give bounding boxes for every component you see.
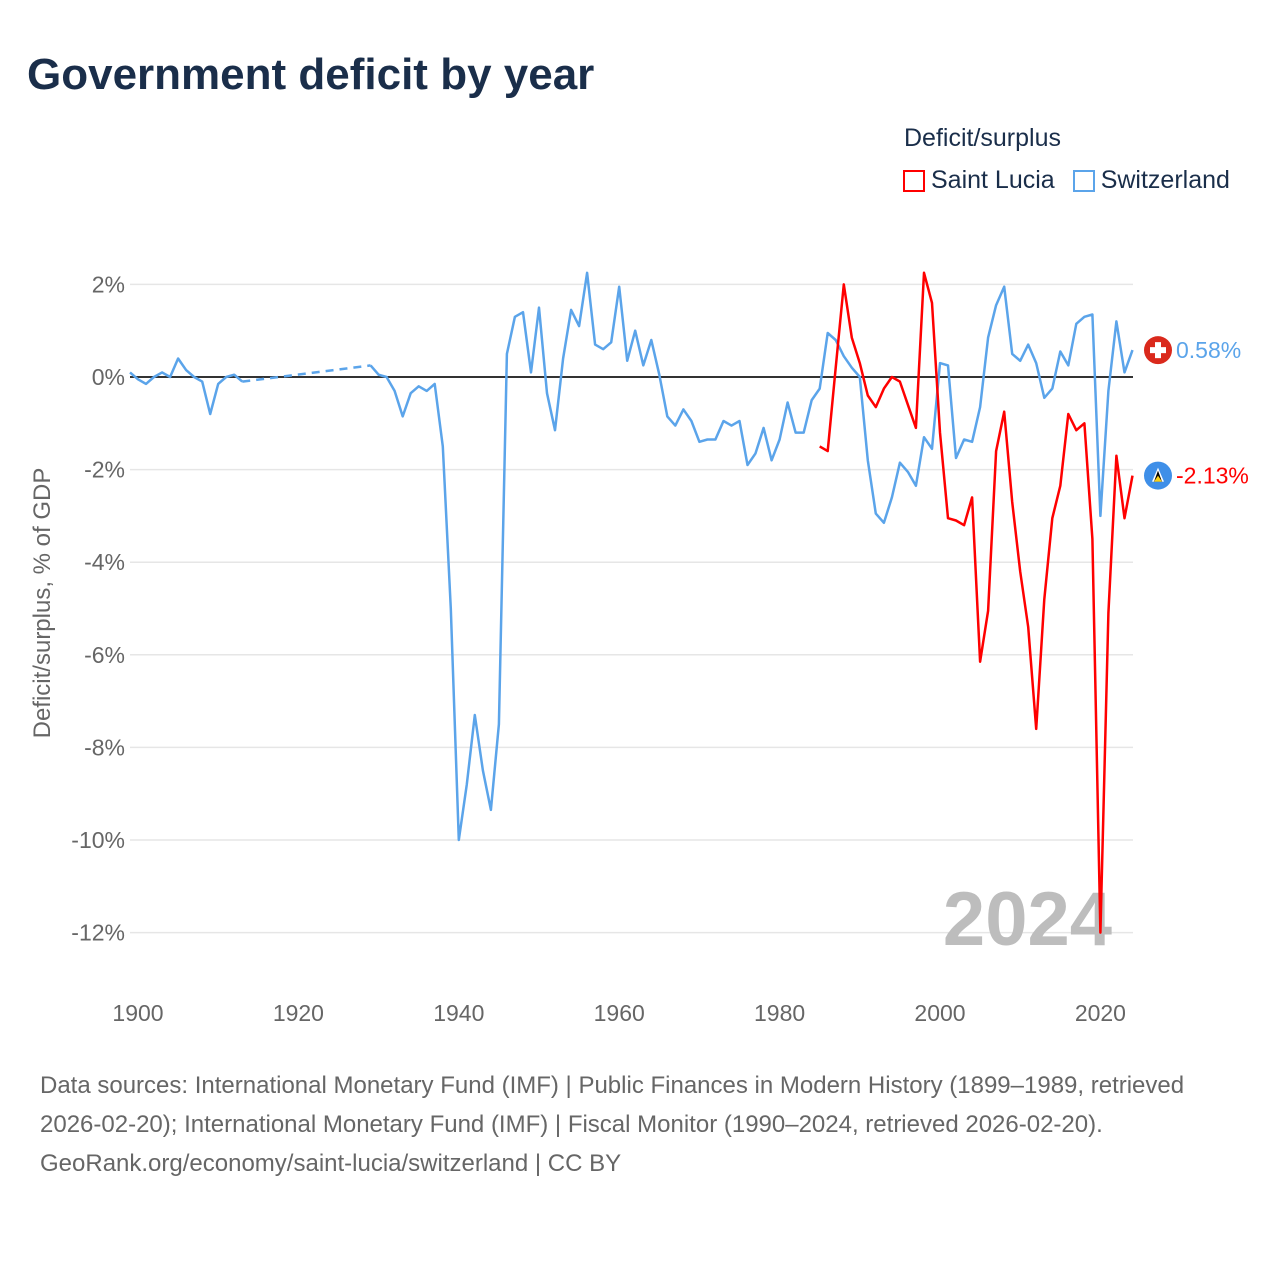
legend-label: Saint Lucia (931, 166, 1055, 194)
y-tick-label: 2% (92, 271, 125, 297)
flag-cross (1150, 347, 1166, 354)
footer: Data sources: International Monetary Fun… (40, 1066, 1240, 1183)
x-tick-label: 1900 (112, 1000, 163, 1026)
y-tick-label: 0% (92, 364, 125, 390)
y-tick-label: -2% (84, 457, 125, 483)
legend-label: Switzerland (1100, 166, 1230, 194)
series-line-switzerland (369, 271, 1134, 842)
y-tick-label: -8% (84, 734, 125, 760)
series-line-saint-lucia (819, 271, 1134, 934)
y-tick-label: -6% (84, 642, 125, 668)
series-line-switzerland (129, 357, 244, 416)
data-sources: Data sources: International Monetary Fun… (40, 1072, 1185, 1138)
y-axis-label: Deficit/surplus, % of GDP (29, 468, 56, 739)
end-label-saint-lucia: -2.13% (1176, 463, 1249, 489)
line-chart: 2% 0% -2% -4% -6% -8% -10% -12% 1900 1920 1940 1960… (29, 271, 1249, 1026)
x-tick-label: 2000 (914, 1000, 965, 1026)
x-tick-label: 1940 (433, 1000, 484, 1026)
flag-triangle (1154, 475, 1162, 482)
x-tick-label: 1960 (594, 1000, 645, 1026)
x-tick-label: 1920 (273, 1000, 324, 1026)
legend-title: Deficit/surplus (904, 124, 1061, 152)
legend-swatch-switzerland (1072, 169, 1095, 192)
series-gap-switzerland (242, 364, 371, 383)
legend-item-switzerland[interactable]: Switzerland (1072, 166, 1230, 195)
y-tick-label: -10% (71, 827, 125, 853)
chart-title: Government deficit by year (27, 50, 595, 99)
legend-item-saint-lucia[interactable]: Saint Lucia (903, 166, 1055, 195)
year-watermark: 2024 (943, 877, 1112, 962)
y-tick-label: -4% (84, 549, 125, 575)
x-tick-label: 1980 (754, 1000, 805, 1026)
y-tick-label: -12% (71, 920, 125, 946)
end-label-switzerland: 0.58% (1176, 337, 1241, 363)
x-tick-label: 2020 (1075, 1000, 1126, 1026)
legend-swatch-saint-lucia (903, 169, 925, 192)
legend: Saint Lucia Switzerland (903, 166, 1230, 195)
credit-link[interactable]: GeoRank.org/economy/saint-lucia/switzerl… (40, 1150, 622, 1177)
